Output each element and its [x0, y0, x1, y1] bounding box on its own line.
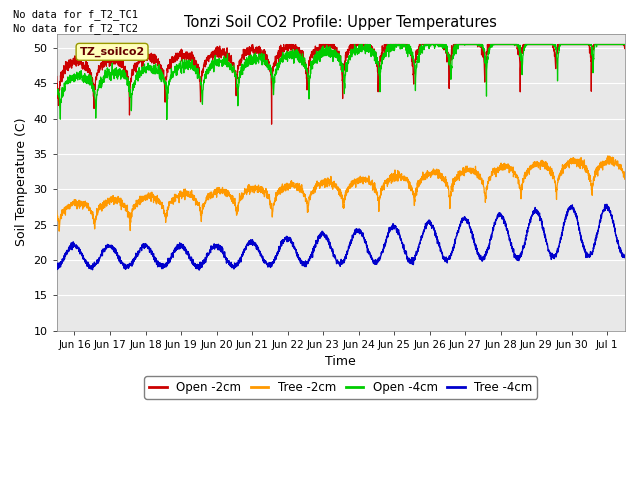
Title: Tonzi Soil CO2 Profile: Upper Temperatures: Tonzi Soil CO2 Profile: Upper Temperatur…	[184, 15, 497, 30]
Y-axis label: Soil Temperature (C): Soil Temperature (C)	[15, 118, 28, 246]
Text: No data for f_T2_TC2: No data for f_T2_TC2	[13, 23, 138, 34]
X-axis label: Time: Time	[326, 355, 356, 368]
Legend: Open -2cm, Tree -2cm, Open -4cm, Tree -4cm: Open -2cm, Tree -2cm, Open -4cm, Tree -4…	[145, 376, 538, 399]
Text: No data for f_T2_TC1: No data for f_T2_TC1	[13, 9, 138, 20]
Text: TZ_soilco2: TZ_soilco2	[79, 47, 145, 57]
